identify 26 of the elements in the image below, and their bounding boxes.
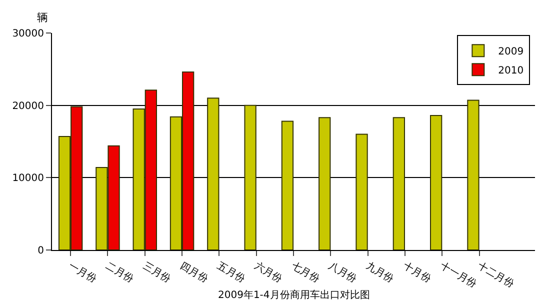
bar: [281, 120, 294, 250]
x-tick-label: 七月份: [290, 260, 322, 285]
y-tick-label: 20000: [12, 100, 44, 112]
bar: [207, 98, 220, 250]
x-tick-label: 四月份: [178, 260, 210, 285]
y-tick-label: 30000: [12, 28, 44, 40]
bar: [467, 100, 480, 250]
bar: [392, 117, 405, 250]
x-tick-label: 八月份: [326, 260, 358, 285]
y-tick-label: 0: [38, 246, 44, 256]
x-tick-label: 六月份: [252, 260, 284, 285]
x-tick-label: 二月份: [104, 260, 136, 285]
bar: [244, 104, 256, 250]
legend-label: 2010: [498, 66, 524, 77]
bar: [430, 114, 442, 250]
y-tick-label: 10000: [12, 173, 44, 184]
legend-label: 2009: [498, 46, 524, 58]
x-tick-label: 九月份: [364, 260, 396, 285]
x-tick-label: 五月份: [215, 260, 247, 285]
x-tick-label: 十月份: [400, 260, 433, 285]
y-axis-title: 辆: [37, 11, 48, 24]
x-tick-label: 一月份: [66, 260, 98, 285]
x-tick-label: 三月份: [140, 260, 172, 285]
bar: [318, 117, 331, 250]
x-axis-title: 2009年1-4月份商用车出口对比图: [218, 289, 370, 301]
bar: [356, 134, 368, 250]
